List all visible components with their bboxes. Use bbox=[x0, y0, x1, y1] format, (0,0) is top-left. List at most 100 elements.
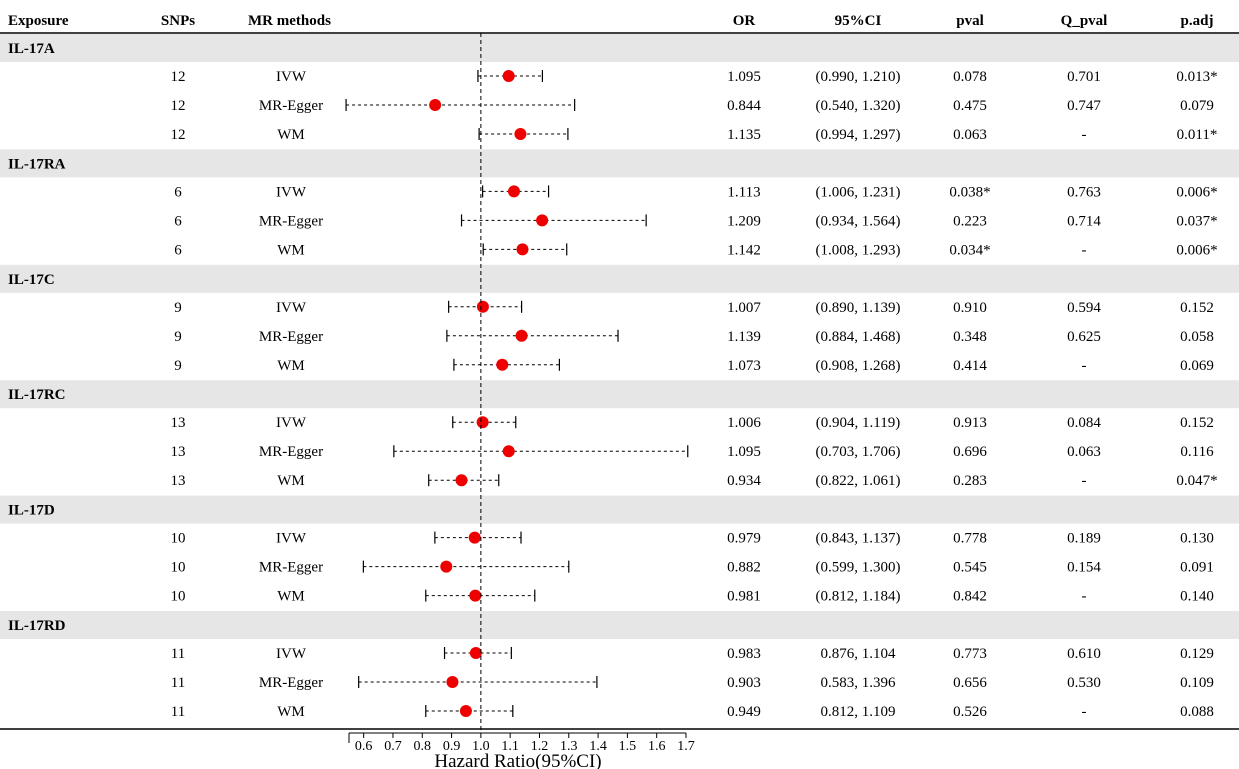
p-adj-cell: 0.152 bbox=[1180, 300, 1214, 316]
or-cell: 0.903 bbox=[727, 675, 761, 691]
method-cell: WM bbox=[277, 242, 305, 258]
p-adj-cell: 0.091 bbox=[1180, 560, 1214, 576]
header-ci: 95%CI bbox=[835, 13, 882, 29]
point-estimate bbox=[446, 676, 459, 688]
snps-cell: 10 bbox=[171, 589, 186, 605]
pval-cell: 0.526 bbox=[953, 704, 987, 720]
method-cell: WM bbox=[277, 589, 305, 605]
or-cell: 1.095 bbox=[727, 69, 761, 85]
q-pval-cell: 0.610 bbox=[1067, 646, 1101, 662]
pval-cell: 0.773 bbox=[953, 646, 987, 662]
pval-cell: 0.545 bbox=[953, 560, 987, 576]
or-cell: 1.135 bbox=[727, 127, 761, 143]
ci-cell: (0.890, 1.139) bbox=[816, 300, 901, 316]
header-q-pval: Q_pval bbox=[1061, 13, 1108, 29]
pval-cell: 0.696 bbox=[953, 444, 987, 460]
point-estimate bbox=[469, 589, 482, 602]
x-tick-label: 0.7 bbox=[384, 739, 402, 754]
ci-cell: (0.908, 1.268) bbox=[816, 358, 901, 374]
header-methods: MR methods bbox=[248, 13, 331, 29]
snps-cell: 11 bbox=[171, 675, 185, 691]
pval-cell: 0.414 bbox=[953, 358, 987, 374]
ci-cell: (0.884, 1.468) bbox=[816, 329, 901, 345]
x-axis-title: Hazard Ratio(95%CI) bbox=[434, 751, 601, 769]
x-axis: 0.6 0.7 0.8 0.9 1.0 1.1 1.2 1.3 1.4 1.5 1.6 1.7 bbox=[348, 732, 695, 754]
point-estimate bbox=[468, 531, 481, 544]
snps-cell: 6 bbox=[174, 242, 182, 258]
q-pval-cell: 0.189 bbox=[1067, 531, 1101, 547]
snps-cell: 6 bbox=[174, 213, 182, 229]
ci-cell: (0.934, 1.564) bbox=[816, 213, 901, 229]
method-cell: MR-Egger bbox=[259, 560, 323, 576]
point-estimate bbox=[502, 445, 515, 458]
ci-cell: (0.990, 1.210) bbox=[816, 69, 901, 85]
q-pval-cell: 0.763 bbox=[1067, 184, 1101, 200]
q-pval-cell: - bbox=[1082, 473, 1087, 489]
q-pval-cell: 0.747 bbox=[1067, 98, 1101, 114]
ci-cell: (0.540, 1.320) bbox=[816, 98, 901, 114]
x-tick-label: 1.0 bbox=[472, 739, 490, 754]
header-exposure: Exposure bbox=[8, 13, 69, 29]
or-cell: 0.981 bbox=[727, 589, 761, 605]
or-cell: 1.095 bbox=[727, 444, 761, 460]
method-cell: WM bbox=[277, 127, 305, 143]
p-adj-cell: 0.069 bbox=[1180, 358, 1214, 374]
or-cell: 1.006 bbox=[727, 415, 761, 431]
p-adj-cell: 0.058 bbox=[1180, 329, 1214, 345]
group-label: IL-17RA bbox=[8, 156, 66, 172]
p-adj-cell: 0.109 bbox=[1180, 675, 1214, 691]
method-cell: IVW bbox=[276, 184, 307, 200]
point-estimate bbox=[496, 358, 509, 371]
or-cell: 1.007 bbox=[727, 300, 761, 316]
or-cell: 1.113 bbox=[727, 184, 760, 200]
snps-cell: 12 bbox=[171, 127, 186, 143]
plot-area bbox=[345, 33, 689, 733]
group-label: IL-17A bbox=[8, 41, 55, 57]
method-cell: IVW bbox=[276, 69, 307, 85]
snps-cell: 11 bbox=[171, 704, 185, 720]
group-bands bbox=[0, 34, 1239, 639]
snps-cell: 10 bbox=[171, 531, 186, 547]
point-estimate bbox=[469, 647, 482, 659]
x-tick-label: 0.8 bbox=[414, 739, 432, 754]
method-cell: IVW bbox=[276, 300, 307, 316]
x-tick-label: 0.6 bbox=[355, 739, 373, 754]
x-tick-label: 0.9 bbox=[443, 739, 461, 754]
method-cell: IVW bbox=[276, 531, 307, 547]
method-cell: WM bbox=[277, 704, 305, 720]
point-estimate bbox=[459, 705, 472, 717]
or-cell: 0.979 bbox=[727, 531, 761, 547]
p-adj-cell: 0.079 bbox=[1180, 98, 1214, 114]
point-estimate bbox=[476, 300, 489, 313]
q-pval-cell: 0.701 bbox=[1067, 69, 1101, 85]
p-adj-cell: 0.013* bbox=[1176, 69, 1217, 85]
q-pval-cell: 0.594 bbox=[1067, 300, 1101, 316]
snps-cell: 13 bbox=[171, 473, 186, 489]
pval-cell: 0.778 bbox=[953, 531, 987, 547]
q-pval-cell: 0.063 bbox=[1067, 444, 1101, 460]
group-label: IL-17D bbox=[8, 503, 55, 519]
ci-cell: (1.008, 1.293) bbox=[816, 242, 901, 258]
p-adj-cell: 0.088 bbox=[1180, 704, 1214, 720]
ci-cell: (0.822, 1.061) bbox=[816, 473, 901, 489]
snps-cell: 9 bbox=[174, 358, 182, 374]
method-cell: MR-Egger bbox=[259, 213, 323, 229]
p-adj-cell: 0.047* bbox=[1176, 473, 1217, 489]
pval-cell: 0.913 bbox=[953, 415, 987, 431]
snps-cell: 11 bbox=[171, 646, 185, 662]
point-estimate bbox=[440, 560, 453, 573]
method-cell: WM bbox=[277, 473, 305, 489]
or-cell: 1.139 bbox=[727, 329, 761, 345]
group-band bbox=[0, 149, 1239, 178]
snps-cell: 13 bbox=[171, 415, 186, 431]
snps-cell: 12 bbox=[171, 98, 186, 114]
point-estimate bbox=[536, 214, 549, 227]
ci-cell: (0.812, 1.184) bbox=[816, 589, 901, 605]
pval-cell: 0.223 bbox=[953, 213, 987, 229]
group-band bbox=[0, 380, 1239, 409]
snps-cell: 6 bbox=[174, 184, 182, 200]
snps-cell: 12 bbox=[171, 69, 186, 85]
group-band bbox=[0, 34, 1239, 62]
header-or: OR bbox=[733, 13, 756, 29]
snps-cell: 13 bbox=[171, 444, 186, 460]
